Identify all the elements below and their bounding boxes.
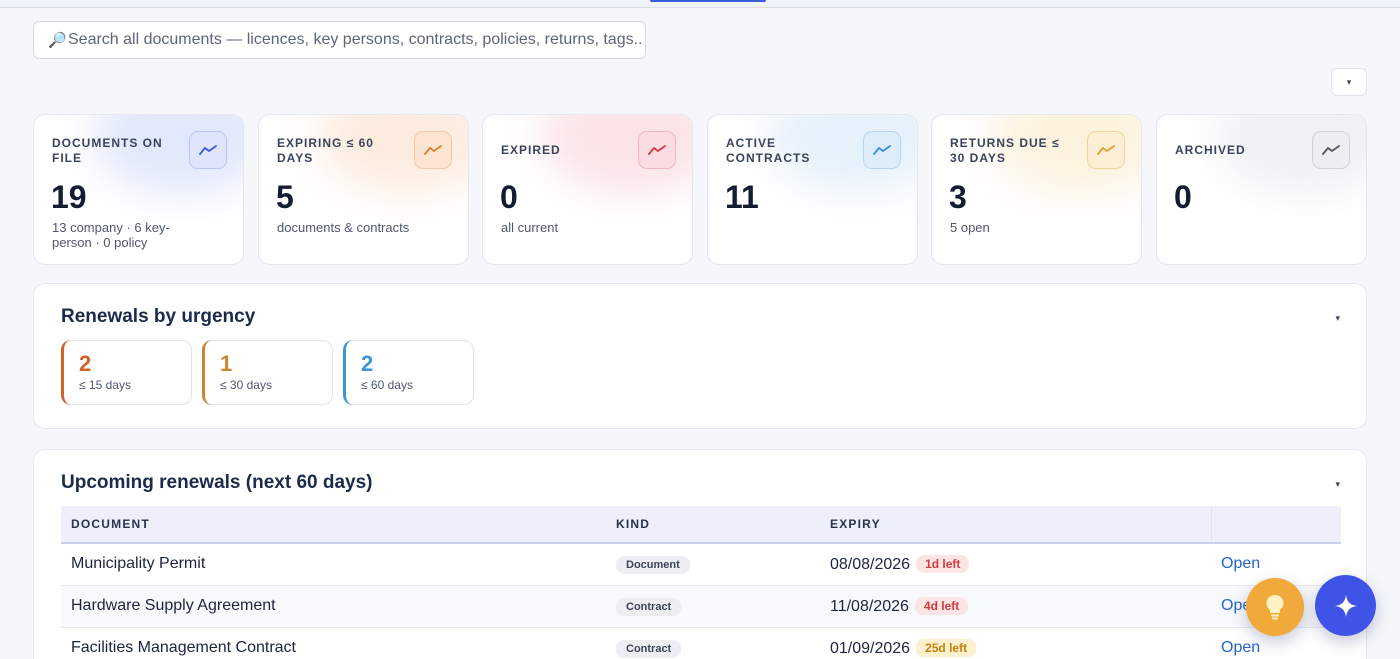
stat-value: 3 <box>949 179 967 215</box>
urgency-count: 2 <box>361 351 374 376</box>
open-link[interactable]: Open <box>1221 555 1261 573</box>
column-header-actions <box>1210 506 1341 543</box>
trend-icon <box>414 131 452 169</box>
urgency-card-60[interactable]: 2 ≤ 60 days <box>343 340 474 405</box>
stat-label: RETURNS DUE ≤ 30 DAYS <box>950 136 1060 165</box>
panel-title: Renewals by urgency <box>61 306 256 327</box>
stat-subtext: documents & contracts <box>277 220 410 235</box>
stat-value: 19 <box>51 179 87 215</box>
renewals-table: DOCUMENT KIND EXPIRY Municipality Permit… <box>61 506 1341 659</box>
trend-icon <box>1312 131 1350 169</box>
table-row[interactable]: Hardware Supply Agreement Contract 11/08… <box>61 585 1341 627</box>
stat-label: ARCHIVED <box>1175 143 1246 157</box>
table-row[interactable]: Facilities Management Contract Contract … <box>61 627 1341 659</box>
kind-badge: Contract <box>616 597 682 616</box>
renewals-by-urgency-panel: Renewals by urgency ▾ 2 ≤ 15 days 1 ≤ 30… <box>33 283 1367 429</box>
kind-badge: Contract <box>616 639 682 658</box>
stat-value: 5 <box>276 179 294 215</box>
expiry-date: 08/08/2026 <box>830 555 911 573</box>
active-tab-indicator[interactable] <box>650 0 766 2</box>
top-nav-bar <box>0 0 1400 8</box>
magnifier-icon: 🔎 <box>48 32 67 49</box>
trend-icon <box>638 131 676 169</box>
table-header-row: DOCUMENT KIND EXPIRY <box>61 506 1341 543</box>
days-left-badge: 25d left <box>916 638 977 657</box>
open-link[interactable]: Open <box>1221 639 1261 656</box>
view-options-dropdown[interactable]: ▾ <box>1331 68 1367 96</box>
urgency-label: ≤ 30 days <box>220 378 272 392</box>
trend-icon <box>1087 131 1125 169</box>
stat-label: EXPIRED <box>501 143 561 157</box>
stat-card-expiring[interactable]: EXPIRING ≤ 60 DAYS 5 documents & contrac… <box>258 114 469 265</box>
stat-label: ACTIVE CONTRACTS <box>726 136 811 165</box>
upcoming-renewals-panel: Upcoming renewals (next 60 days) ▾ DOCUM… <box>33 449 1367 659</box>
stats-row: DOCUMENTS ON FILE 19 13 company · 6 key-… <box>33 114 1367 265</box>
trend-icon <box>189 131 227 169</box>
stat-subtext: all current <box>501 220 559 235</box>
kind-badge: Document <box>616 555 690 574</box>
stat-card-expired[interactable]: EXPIRED 0 all current <box>482 114 693 265</box>
tips-button[interactable] <box>1246 578 1304 636</box>
urgency-card-15[interactable]: 2 ≤ 15 days <box>61 340 192 405</box>
stat-value: 11 <box>725 179 759 215</box>
stat-label: DOCUMENTS ON FILE <box>52 136 163 165</box>
caret-down-icon: ▾ <box>1346 76 1352 87</box>
panel-title: Upcoming renewals (next 60 days) <box>61 472 373 493</box>
urgency-card-30[interactable]: 1 ≤ 30 days <box>202 340 333 405</box>
column-header-document[interactable]: DOCUMENT <box>71 517 150 531</box>
expiry-date: 01/09/2026 <box>830 639 911 657</box>
sparkle-icon <box>1334 594 1357 617</box>
document-name: Facilities Management Contract <box>71 639 296 656</box>
urgency-count: 1 <box>220 351 233 376</box>
search-input[interactable] <box>68 31 645 49</box>
expiry-date: 11/08/2026 <box>830 597 909 615</box>
collapse-toggle[interactable]: ▾ <box>1335 313 1340 323</box>
stat-card-archived[interactable]: ARCHIVED 0 <box>1156 114 1367 265</box>
stat-value: 0 <box>1174 179 1192 215</box>
days-left-badge: 4d left <box>914 596 969 615</box>
column-header-kind[interactable]: KIND <box>616 517 651 531</box>
lightbulb-icon <box>1266 595 1284 620</box>
collapse-toggle[interactable]: ▾ <box>1335 479 1340 489</box>
table-row[interactable]: Municipality Permit Document 08/08/2026 1… <box>61 543 1341 585</box>
stat-card-documents[interactable]: DOCUMENTS ON FILE 19 13 company · 6 key-… <box>33 114 244 265</box>
search-box[interactable]: 🔎 <box>33 21 646 59</box>
stat-card-returns-due[interactable]: RETURNS DUE ≤ 30 DAYS 3 5 open <box>931 114 1142 265</box>
document-name: Hardware Supply Agreement <box>71 597 276 614</box>
stat-card-active-contracts[interactable]: ACTIVE CONTRACTS 11 <box>707 114 918 265</box>
assistant-button[interactable] <box>1315 575 1376 636</box>
column-header-expiry[interactable]: EXPIRY <box>830 517 881 531</box>
document-name: Municipality Permit <box>71 555 206 573</box>
urgency-label: ≤ 60 days <box>361 378 413 392</box>
urgency-label: ≤ 15 days <box>79 378 131 392</box>
stat-subtext: 13 company · 6 key-person · 0 policy <box>52 220 170 250</box>
days-left-badge: 1d left <box>916 554 970 573</box>
trend-icon <box>863 131 901 169</box>
stat-subtext: 5 open <box>950 220 990 235</box>
urgency-count: 2 <box>79 351 92 376</box>
stat-value: 0 <box>500 179 518 215</box>
stat-label: EXPIRING ≤ 60 DAYS <box>277 136 374 165</box>
